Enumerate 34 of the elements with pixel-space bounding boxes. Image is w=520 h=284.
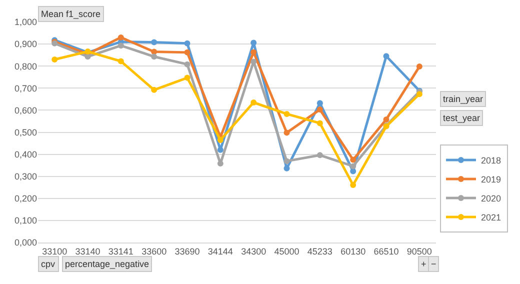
text: train_year bbox=[443, 94, 484, 104]
text: cpv bbox=[41, 259, 56, 269]
y-tick-label: 0,600 bbox=[14, 105, 37, 116]
x-tick-label: 66510 bbox=[374, 246, 399, 256]
y-tick-label: 0,500 bbox=[14, 127, 37, 138]
x-tick-label: 90500 bbox=[406, 246, 432, 256]
y-tick-label: 1,000 bbox=[14, 17, 37, 28]
x-tick-label: 45000 bbox=[274, 246, 300, 256]
x-tick-label: 60130 bbox=[340, 246, 366, 256]
x-tick-label: 45233 bbox=[307, 246, 332, 256]
x-tick-label: 34300 bbox=[241, 246, 266, 256]
text: test_year bbox=[443, 113, 480, 123]
x-tick-label: 34144 bbox=[208, 246, 233, 256]
legend-label: 2020 bbox=[480, 194, 502, 204]
text: Mean f1_score bbox=[41, 9, 101, 19]
x-tick-label: 33100 bbox=[42, 246, 68, 256]
x-tick-label: 33600 bbox=[142, 246, 167, 256]
x-tick-label: 33140 bbox=[75, 246, 100, 256]
y-tick-label: 0,400 bbox=[14, 149, 37, 160]
text: + bbox=[421, 259, 426, 269]
legend-label: 2019 bbox=[480, 174, 502, 185]
y-tick-label: 0,300 bbox=[14, 172, 37, 182]
x-tick-label: 33141 bbox=[108, 246, 134, 256]
legend-label: 2018 bbox=[480, 156, 502, 166]
y-tick-label: 0,900 bbox=[14, 39, 37, 50]
text: − bbox=[431, 259, 436, 269]
text: percentage_negative bbox=[65, 259, 150, 269]
y-tick-label: 0,700 bbox=[14, 83, 37, 94]
y-tick-label: 0,000 bbox=[14, 238, 37, 248]
x-tick-label: 33690 bbox=[174, 246, 200, 256]
y-tick-label: 0,800 bbox=[14, 61, 37, 72]
legend-label: 2021 bbox=[480, 212, 502, 223]
y-tick-label: 0,100 bbox=[14, 216, 37, 226]
y-tick-label: 0,200 bbox=[14, 194, 37, 204]
